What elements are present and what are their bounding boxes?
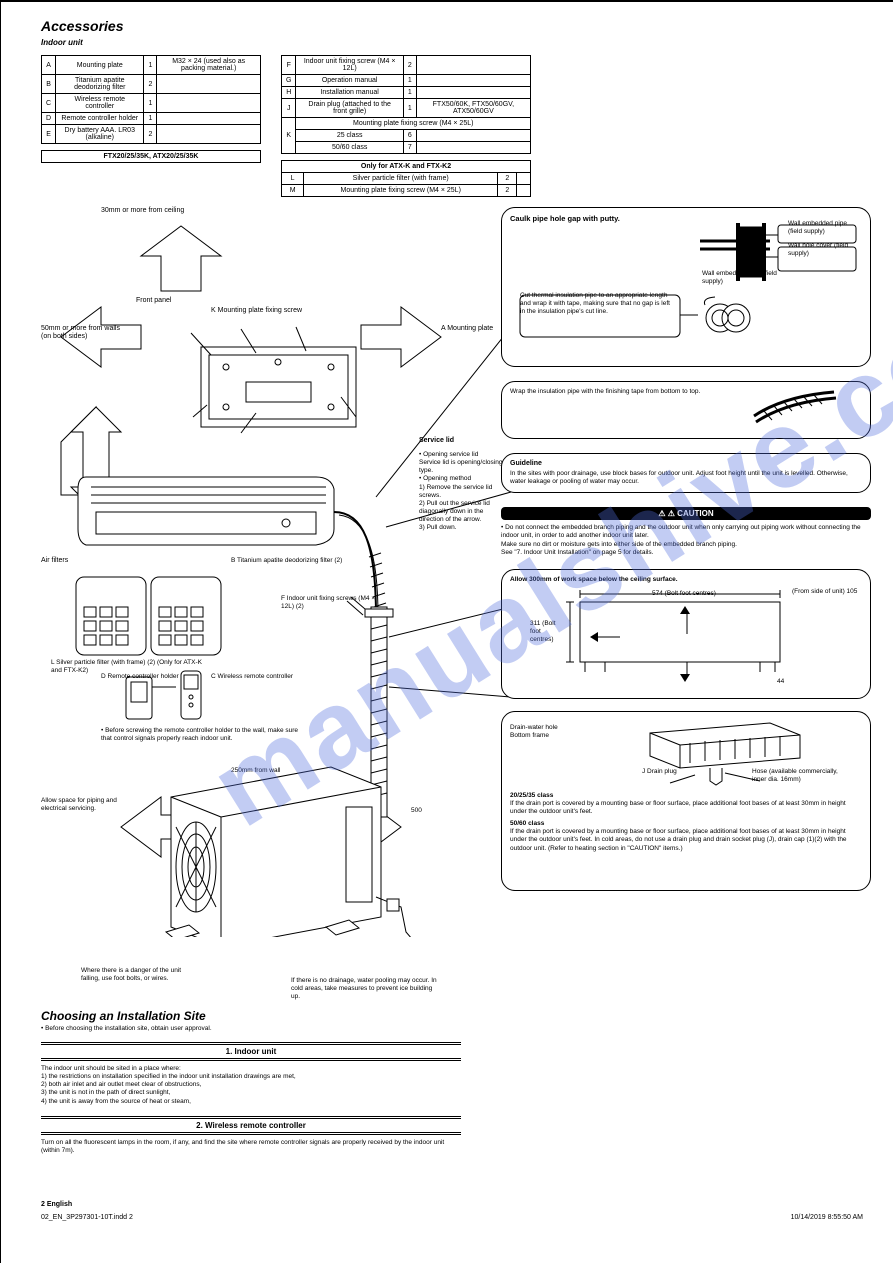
list-item: 1) the restrictions on installation spec…	[41, 1073, 461, 1081]
insulation-diagram	[744, 386, 864, 434]
putty-box: Caulk pipe hole gap with putty.	[501, 207, 871, 367]
label-service-lid: Service lid	[419, 437, 499, 445]
section-title: Choosing an Installation Site	[41, 1009, 461, 1023]
label-remote: C Wireless remote controller	[211, 673, 293, 681]
putty-label-2: Wall hole cover (field supply)	[788, 242, 860, 258]
list-item: The indoor unit should be sited in a pla…	[41, 1065, 461, 1073]
dim-left: 311 (Bolt foot centres)	[530, 620, 565, 644]
table-row: EDry battery AAA. LR03 (alkaline)2	[42, 125, 261, 144]
label-front-panel: Front panel	[136, 297, 171, 305]
table-row: AMounting plate1M32 × 24 (used also as p…	[42, 56, 261, 75]
doc-code: 02_EN_3P297301-10T.indd 2	[41, 1214, 133, 1221]
warning-icon: ⚠ ⚠	[658, 509, 677, 518]
table-row: LSilver particle filter (with frame)2	[282, 173, 531, 185]
label-service-lid-note: • Opening service lid Service lid is ope…	[419, 451, 509, 532]
remote-heading: 2. Wireless remote controller	[41, 1121, 461, 1131]
list-item: 3) the unit is not in the path of direct…	[41, 1089, 461, 1097]
caution-text: • Do not connect the embedded branch pip…	[501, 524, 871, 557]
clearances-box: Allow 300mm of work space below the ceil…	[501, 569, 871, 699]
label-outdoor-right: 500	[411, 807, 451, 815]
table-row: GOperation manual1	[282, 75, 531, 87]
insulation-text: Wrap the insulation pipe with the finish…	[510, 388, 710, 396]
drain-title-2: 50/60 class	[510, 820, 862, 828]
page-number: 2 English	[41, 1201, 863, 1208]
table-row: 25 class6	[282, 130, 531, 142]
page-title: Accessories	[41, 18, 863, 34]
list-item: 2) both air inlet and air outlet meet cl…	[41, 1081, 461, 1089]
clearances-title: Allow 300mm of work space below the ceil…	[510, 576, 862, 584]
label-titanium: B Titanium apatite deodorizing filter (2…	[231, 557, 351, 565]
drain-inst-1: If the drain port is covered by a mounti…	[510, 800, 862, 816]
label-outdoor-top: 250mm from wall	[231, 767, 331, 775]
label-filters: Air filters	[41, 557, 101, 565]
label-mount-plate: A Mounting plate	[441, 325, 493, 333]
label-ceiling-clearance: 30mm or more from ceiling	[101, 207, 221, 215]
label-remote-note: • Before screwing the remote controller …	[101, 727, 301, 743]
dim-leg: 44	[777, 678, 784, 686]
tables-heading: Indoor unit	[41, 38, 863, 47]
table-row: MMounting plate fixing screw (M4 × 25L)2	[282, 185, 531, 197]
drain-label-hole: Drain-water hole	[510, 724, 558, 731]
label-outdoor-b2: If there is no drainage, water pooling m…	[291, 977, 441, 1001]
drain-plug-box: Drain-water hole Bottom frame J Drain pl…	[501, 711, 871, 891]
dim-top: 574 (Bolt foot centres)	[652, 590, 716, 598]
table-row: JDrain plug (attached to the front grill…	[282, 99, 531, 118]
accessories-table-2-extra: Only for ATX-K and FTX-K2 LSilver partic…	[281, 160, 531, 197]
drain-label-frame: Bottom frame	[510, 732, 549, 739]
drain-label-hose: Hose (available commercially, inner dia.…	[752, 768, 842, 784]
drain-title-1: 20/25/35 class	[510, 792, 862, 800]
label-screws-plate: K Mounting plate fixing screw	[211, 307, 331, 315]
table-row: BTitanium apatite deodorizing filter2	[42, 75, 261, 94]
drain-label-plug: J Drain plug	[642, 768, 677, 776]
drain-inst-2: If the drain port is covered by a mounti…	[510, 828, 862, 852]
indoor-heading: 1. Indoor unit	[41, 1047, 461, 1057]
putty-label-4: Wall embedded pipe (field supply)	[702, 270, 792, 286]
accessories-table-1-footer: FTX20/25/35K, ATX20/25/35K	[41, 150, 261, 163]
guideline-text: In the sites with poor drainage, use blo…	[510, 470, 862, 486]
accessories-table-1: AMounting plate1M32 × 24 (used also as p…	[41, 55, 261, 144]
list-item: 4) the unit is away from the source of h…	[41, 1098, 461, 1106]
label-outdoor-left: Allow space for piping and electrical se…	[41, 797, 121, 813]
table-row: KMounting plate fixing screw (M4 × 25L)	[282, 118, 531, 130]
table-row: FIndoor unit fixing screw (M4 × 12L)2	[282, 56, 531, 75]
dim-corner: (From side of unit) 105	[792, 588, 857, 596]
accessories-table-2: FIndoor unit fixing screw (M4 × 12L)2 GO…	[281, 55, 531, 154]
remote-bullet: Turn on all the fluorescent lamps in the…	[41, 1139, 461, 1155]
putty-label-3: Cut thermal insulation pipe to an approp…	[520, 292, 670, 316]
guideline-title: Guideline	[510, 460, 862, 467]
table-row: CWireless remote controller1	[42, 94, 261, 113]
putty-label-1: Wall embedded pipe (field supply)	[788, 220, 860, 236]
table-row: 50/60 class7	[282, 142, 531, 154]
table-row: DRemote controller holder1	[42, 113, 261, 125]
doc-date: 10/14/2019 8:55:50 AM	[791, 1214, 863, 1221]
label-wall-clearance: 50mm or more from walls (on both sides)	[41, 325, 131, 342]
label-indoor-screws: F Indoor unit fixing screws (M4 × 12L) (…	[281, 595, 381, 611]
caution-bar: ⚠ ⚠ CAUTION	[501, 507, 871, 520]
insulation-box: Wrap the insulation pipe with the finish…	[501, 381, 871, 439]
label-remote-holder: D Remote controller holder	[101, 673, 179, 681]
section-note: • Before choosing the installation site,…	[41, 1025, 461, 1033]
label-outdoor-b1: Where there is a danger of the unit fall…	[81, 967, 201, 983]
table-row: HInstallation manual1	[282, 87, 531, 99]
guideline-box: Guideline In the sites with poor drainag…	[501, 453, 871, 493]
